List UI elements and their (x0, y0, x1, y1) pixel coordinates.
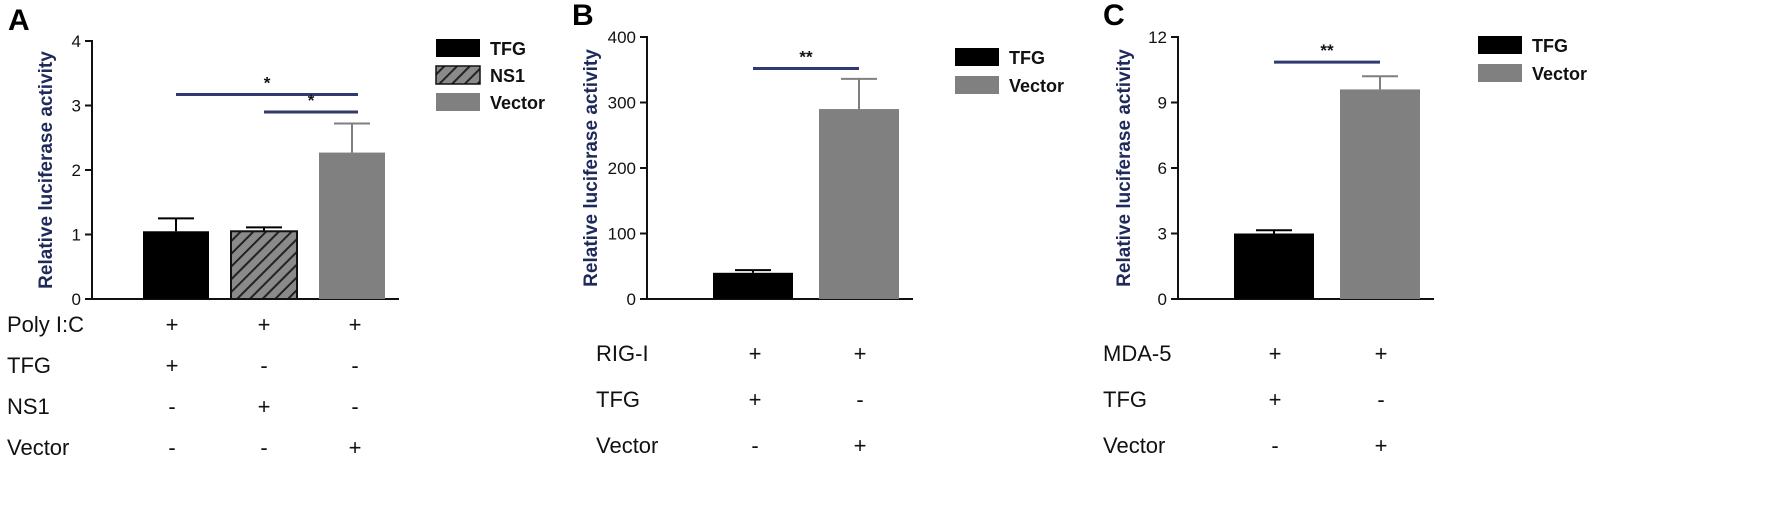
significance-marker: ** (799, 47, 813, 66)
legend-swatch-vector (1478, 64, 1522, 82)
treatment-mark: + (749, 341, 762, 366)
treatment-label: Vector (596, 433, 658, 458)
y-tick-label: 1 (72, 226, 81, 245)
treatment-label: NS1 (7, 394, 50, 419)
treatment-mark: + (1375, 341, 1388, 366)
panel-label: A (8, 4, 30, 37)
treatment-mark: + (854, 341, 867, 366)
legend-swatch-tfg (955, 48, 999, 66)
y-axis-label: Relative luciferase activity (36, 51, 57, 289)
legend-label: Vector (1532, 64, 1587, 84)
treatment-label: Poly I:C (7, 312, 84, 337)
treatment-mark: - (351, 353, 358, 378)
treatment-mark: - (351, 394, 358, 419)
significance-marker: * (264, 74, 271, 93)
bar-ns1 (230, 230, 298, 300)
panel-label: C (1103, 0, 1125, 32)
treatment-mark: + (166, 312, 179, 337)
treatment-label: TFG (7, 353, 51, 378)
treatment-mark: - (1377, 387, 1384, 412)
treatment-mark: + (749, 387, 762, 412)
treatment-label: MDA-5 (1103, 341, 1171, 366)
legend-label: Vector (1009, 76, 1064, 96)
legend-swatch-tfg (1478, 36, 1522, 54)
treatment-mark: - (260, 353, 267, 378)
legend-label: TFG (1532, 36, 1568, 56)
treatment-mark: - (751, 433, 758, 458)
significance-marker: ** (1320, 41, 1334, 60)
treatment-label: TFG (596, 387, 640, 412)
bar-vector (819, 109, 899, 299)
treatment-mark: + (1269, 341, 1282, 366)
bar-tfg (713, 272, 793, 299)
legend-label: NS1 (490, 66, 525, 86)
y-tick-label: 0 (627, 290, 636, 309)
y-tick-label: 300 (608, 94, 636, 113)
treatment-mark: + (349, 312, 362, 337)
y-tick-label: 200 (608, 159, 636, 178)
y-tick-label: 9 (1158, 94, 1167, 113)
bar-vector (319, 152, 385, 299)
y-tick-label: 6 (1158, 159, 1167, 178)
treatment-mark: - (168, 435, 175, 460)
treatment-mark: + (1375, 433, 1388, 458)
treatment-label: Vector (1103, 433, 1165, 458)
legend-label: Vector (490, 93, 545, 113)
y-tick-label: 100 (608, 225, 636, 244)
treatment-mark: - (168, 394, 175, 419)
treatment-mark: + (1269, 387, 1282, 412)
y-tick-label: 4 (72, 32, 81, 51)
treatment-mark: + (258, 312, 271, 337)
y-tick-label: 0 (72, 290, 81, 309)
y-axis-label: Relative luciferase activity (1114, 49, 1135, 287)
treatment-mark: + (258, 394, 271, 419)
y-tick-label: 3 (1158, 225, 1167, 244)
legend-swatch-tfg (436, 39, 480, 57)
bar-tfg (143, 231, 209, 299)
y-tick-label: 12 (1148, 28, 1167, 47)
y-tick-label: 0 (1158, 290, 1167, 309)
legend-swatch-ns1 (435, 65, 481, 85)
legend-swatch-vector (955, 76, 999, 94)
bar-vector (1340, 89, 1420, 300)
treatment-mark: + (349, 435, 362, 460)
treatment-label: TFG (1103, 387, 1147, 412)
legend-swatch-vector (436, 93, 480, 111)
legend-label: TFG (1009, 48, 1045, 68)
treatment-label: RIG-I (596, 341, 649, 366)
significance-marker: * (308, 91, 315, 110)
y-tick-label: 400 (608, 28, 636, 47)
panel-label: B (572, 0, 594, 32)
treatment-label: Vector (7, 435, 69, 460)
treatment-mark: - (856, 387, 863, 412)
y-axis-label: Relative luciferase activity (581, 49, 602, 287)
treatment-mark: + (854, 433, 867, 458)
y-tick-label: 2 (72, 161, 81, 180)
legend-label: TFG (490, 39, 526, 59)
treatment-mark: + (166, 353, 179, 378)
bar-tfg (1234, 233, 1314, 299)
treatment-mark: - (1271, 433, 1278, 458)
y-tick-label: 3 (72, 97, 81, 116)
treatment-mark: - (260, 435, 267, 460)
